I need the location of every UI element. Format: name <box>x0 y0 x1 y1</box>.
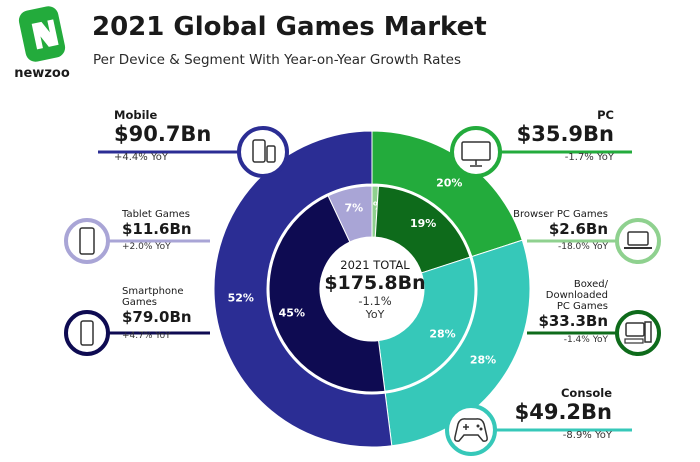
smartphone-name-line1: Smartphone <box>122 286 184 297</box>
boxed-label: Boxed/ Downloaded PC Games $33.3Bn -1.4%… <box>538 279 608 345</box>
center-hole <box>320 237 424 341</box>
browser-label: Browser PC Games $2.6Bn -18.0% YoY <box>513 209 608 252</box>
brand-name: newzoo <box>14 66 70 81</box>
boxed-name-line1: Boxed/ <box>573 279 608 290</box>
console-yoy: -8.9% YoY <box>562 430 612 441</box>
inner-slice-label-1: 19% <box>410 217 436 230</box>
desktop-screen-glyph <box>625 322 645 337</box>
smartphone-glyph <box>80 320 94 346</box>
gamepad-button-a <box>476 424 480 428</box>
inner-slice-label-2: 28% <box>429 328 455 341</box>
tablet-name: Tablet Games <box>122 209 190 220</box>
inner-slice-label-4: 7% <box>344 202 363 215</box>
mobile-phone-glyph <box>266 145 276 163</box>
pc-name: PC <box>597 108 614 122</box>
center-growth-unit: YoY <box>365 308 385 321</box>
desktop-keyboard-glyph <box>624 338 644 344</box>
outer-slice-label-1: 28% <box>470 353 496 366</box>
pc-yoy: -1.7% YoY <box>564 152 614 163</box>
smartphone-icon <box>64 310 110 356</box>
boxed-name-line2: Downloaded <box>545 290 608 301</box>
mobile-tablet-glyph <box>252 139 266 163</box>
pc-icon <box>450 126 502 178</box>
inner-slice-3 <box>268 195 386 393</box>
mobile-yoy: +4.4% YoY <box>114 152 168 163</box>
laptop-screen-glyph <box>627 231 649 246</box>
center-total-value: $175.8Bn <box>324 272 426 294</box>
center-total-label: 2021 TOTAL <box>340 258 410 272</box>
smartphone-yoy: +4.7% YoY <box>122 331 171 341</box>
smartphone-label: Smartphone Games $79.0Bn +4.7% YoY <box>122 286 192 341</box>
tablet-icon <box>64 218 110 264</box>
console-label: Console $49.2Bn -8.9% YoY <box>515 386 612 441</box>
boxed-value: $33.3Bn <box>538 312 608 330</box>
laptop-icon <box>615 218 661 264</box>
browser-name: Browser PC Games <box>513 209 608 220</box>
page-subtitle: Per Device & Segment With Year-on-Year G… <box>93 52 462 68</box>
desktop-tower-glyph <box>644 321 652 343</box>
mobile-name: Mobile <box>114 108 158 122</box>
smartphone-name-line2: Games <box>122 297 157 308</box>
outer-slice-2 <box>213 130 393 448</box>
browser-value: $2.6Bn <box>548 220 608 238</box>
mobile-value: $90.7Bn <box>114 122 212 146</box>
center-total-block: 2021 TOTAL $175.8Bn -1.1% YoY <box>305 258 445 321</box>
boxed-yoy: -1.4% YoY <box>563 335 608 345</box>
tablet-glyph <box>79 227 95 255</box>
tablet-label: Tablet Games $11.6Bn +2.0% YoY <box>122 209 192 252</box>
boxed-name-line3: PC Games <box>556 301 608 312</box>
tablet-yoy: +2.0% YoY <box>122 242 171 252</box>
logo-icon <box>18 6 66 62</box>
gamepad-icon <box>445 404 497 456</box>
outer-slice-1 <box>384 239 531 447</box>
smartphone-value: $79.0Bn <box>122 308 192 326</box>
tablet-value: $11.6Bn <box>122 220 192 238</box>
mobile-label: Mobile $90.7Bn +4.4% YoY <box>114 108 211 163</box>
pc-label: PC $35.9Bn -1.7% YoY <box>517 108 614 163</box>
gamepad-glyph <box>454 418 488 442</box>
outer-slice-label-2: 52% <box>228 291 254 304</box>
center-growth: -1.1% <box>358 294 392 308</box>
page-title: 2021 Global Games Market <box>92 12 487 42</box>
desktop-computer-icon <box>615 310 661 356</box>
browser-yoy: -18.0% YoY <box>557 242 608 252</box>
newzoo-logo <box>12 4 72 64</box>
pc-value: $35.9Bn <box>516 122 614 146</box>
gamepad-button-b <box>479 427 483 431</box>
mobile-icon <box>237 126 289 178</box>
inner-slice-label-3: 45% <box>279 306 305 319</box>
outer-slice-label-0: 20% <box>436 177 462 190</box>
console-name: Console <box>560 386 612 400</box>
console-value: $49.2Bn <box>514 400 612 424</box>
